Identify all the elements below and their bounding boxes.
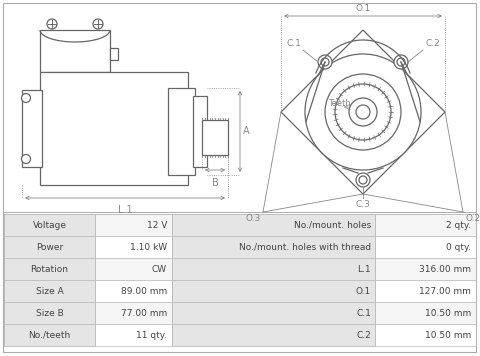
Bar <box>4 324 476 346</box>
Bar <box>4 214 476 236</box>
Text: O.3: O.3 <box>246 214 261 223</box>
Text: No./mount. holes with thread: No./mount. holes with thread <box>239 242 371 251</box>
Text: CW: CW <box>152 265 167 273</box>
Circle shape <box>47 19 57 29</box>
Circle shape <box>93 19 103 29</box>
Polygon shape <box>281 30 445 194</box>
Circle shape <box>335 84 391 140</box>
Bar <box>172 280 375 302</box>
Text: L.1: L.1 <box>118 205 132 215</box>
Text: No./teeth: No./teeth <box>28 330 71 340</box>
Text: 0 qty.: 0 qty. <box>446 242 471 251</box>
Bar <box>172 214 375 236</box>
Text: C.3: C.3 <box>356 200 371 209</box>
Circle shape <box>356 105 370 119</box>
Text: 89.00 mm: 89.00 mm <box>121 287 167 295</box>
Text: O.1: O.1 <box>356 287 371 295</box>
Text: C.1: C.1 <box>286 39 301 48</box>
Text: C.2: C.2 <box>356 330 371 340</box>
Text: 10.50 mm: 10.50 mm <box>425 330 471 340</box>
Text: B: B <box>212 178 218 188</box>
Text: Voltage: Voltage <box>33 220 67 230</box>
Text: 12 V: 12 V <box>146 220 167 230</box>
Bar <box>22 90 42 167</box>
Text: O.2: O.2 <box>465 214 480 223</box>
Bar <box>4 302 95 324</box>
Text: Rotation: Rotation <box>31 265 69 273</box>
Text: No./mount. holes: No./mount. holes <box>294 220 371 230</box>
Bar <box>193 96 207 167</box>
Bar <box>4 258 476 280</box>
Circle shape <box>349 98 377 126</box>
Bar <box>4 302 476 324</box>
Bar <box>4 236 95 258</box>
Bar <box>4 280 476 302</box>
Circle shape <box>397 58 405 66</box>
Text: Power: Power <box>36 242 63 251</box>
Bar <box>202 120 228 155</box>
Circle shape <box>325 74 401 150</box>
Circle shape <box>22 94 31 103</box>
Text: 2 qty.: 2 qty. <box>446 220 471 230</box>
Bar <box>172 258 375 280</box>
Text: Size B: Size B <box>36 309 63 318</box>
Bar <box>172 302 375 324</box>
Text: L.1: L.1 <box>358 265 371 273</box>
Circle shape <box>321 58 329 66</box>
Bar <box>4 258 95 280</box>
Circle shape <box>305 54 421 170</box>
Bar <box>110 48 118 60</box>
Text: C.1: C.1 <box>356 309 371 318</box>
Text: O.1: O.1 <box>355 4 371 13</box>
Text: 11 qty.: 11 qty. <box>136 330 167 340</box>
Circle shape <box>318 55 332 69</box>
Bar <box>168 88 195 175</box>
Bar <box>172 236 375 258</box>
Text: 77.00 mm: 77.00 mm <box>121 309 167 318</box>
Circle shape <box>356 173 370 187</box>
Bar <box>4 280 95 302</box>
Bar <box>4 214 95 236</box>
Circle shape <box>359 176 367 184</box>
Bar <box>40 30 110 72</box>
Text: Size A: Size A <box>36 287 63 295</box>
Text: A: A <box>243 126 250 136</box>
Bar <box>4 324 95 346</box>
Text: C.2: C.2 <box>425 39 440 48</box>
Text: Teeth: Teeth <box>328 99 351 109</box>
Circle shape <box>394 55 408 69</box>
Text: 10.50 mm: 10.50 mm <box>425 309 471 318</box>
Circle shape <box>22 155 31 163</box>
Text: 1.10 kW: 1.10 kW <box>130 242 167 251</box>
Bar <box>172 324 375 346</box>
Bar <box>4 236 476 258</box>
Text: 316.00 mm: 316.00 mm <box>419 265 471 273</box>
Text: 127.00 mm: 127.00 mm <box>419 287 471 295</box>
Bar <box>40 72 188 185</box>
